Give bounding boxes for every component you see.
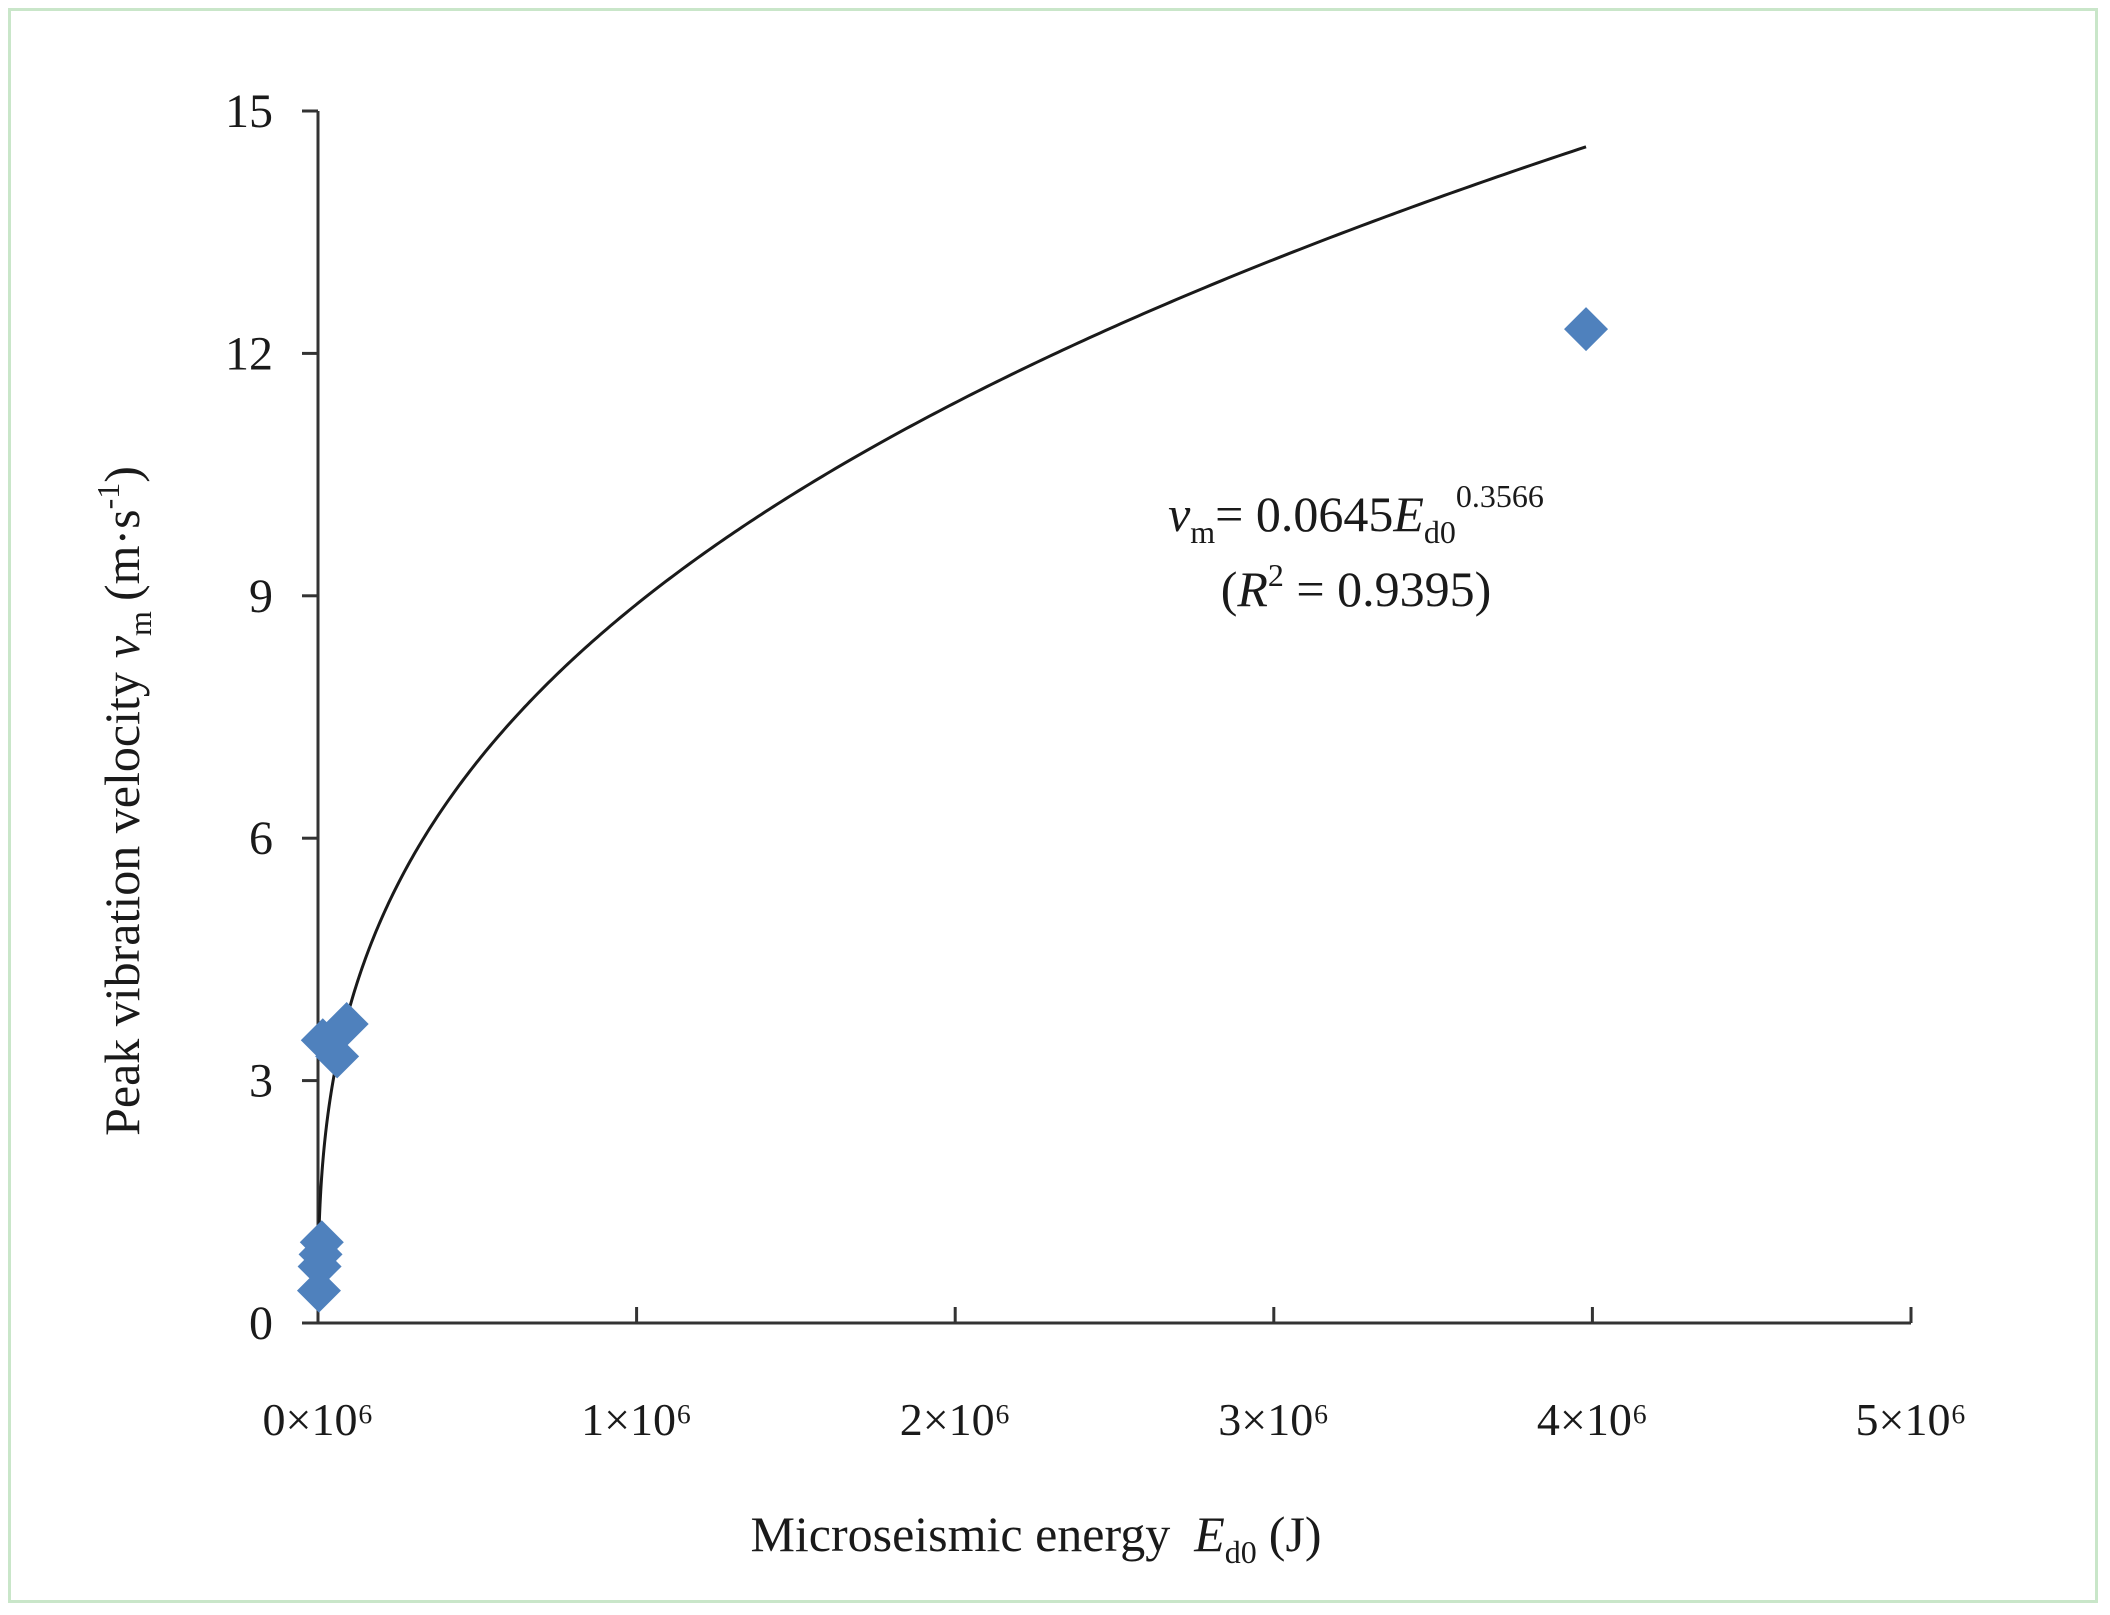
y-axis-title-var: v	[94, 635, 150, 658]
r2-sup: 2	[1268, 557, 1284, 593]
x-tick-label: 5×10⁶	[1856, 1394, 1967, 1445]
data-point	[296, 1268, 341, 1313]
power-fit-curve	[317, 145, 1587, 1233]
equation-base: E	[1392, 486, 1424, 542]
data-point	[315, 1034, 360, 1079]
y-axis-title-unit-sup: -1	[90, 483, 126, 510]
r2-var: R	[1236, 561, 1268, 617]
y-axis-title-unit-open: (m·s	[94, 509, 150, 601]
x-tick-label: 4×10⁶	[1537, 1394, 1648, 1445]
equation-base-sub: d0	[1424, 514, 1456, 550]
x-axis-title-var: E	[1193, 1506, 1225, 1562]
data-points	[296, 307, 1609, 1313]
y-tick-label: 15	[225, 85, 273, 138]
r-squared: (R2 = 0.9395)	[1221, 557, 1492, 617]
y-axis-title-sub: m	[122, 611, 158, 636]
y-axis-title-unit-close: )	[94, 466, 150, 483]
equation-var: v	[1168, 486, 1191, 542]
x-tick-label: 1×10⁶	[581, 1394, 692, 1445]
x-axis-title-main: Microseismic energy	[750, 1506, 1170, 1562]
x-tick-label: 3×10⁶	[1218, 1394, 1329, 1445]
y-tick-label: 12	[225, 327, 273, 380]
fit-equation: vm= 0.0645Ed00.3566	[1168, 478, 1544, 550]
x-ticks: 0×10⁶ 1×10⁶ 2×10⁶ 3×10⁶ 4×10⁶ 5×10⁶	[263, 1307, 1967, 1445]
x-axis-title-sub: d0	[1225, 1534, 1257, 1570]
r2-value: = 0.9395)	[1284, 561, 1491, 617]
y-tick-label: 0	[249, 1297, 273, 1350]
y-tick-label: 3	[249, 1055, 273, 1108]
x-tick-label: 0×10⁶	[263, 1394, 374, 1445]
y-axis-title: Peak vibration velocity vm (m·s-1)	[90, 466, 158, 1136]
figure-frame: 0 3 6 9 12 15 0×10⁶ 1×10⁶ 2×10⁶ 3×10⁶ 4×10⁶ 5×10⁶ …	[8, 8, 2098, 1603]
y-ticks: 0 3 6 9 12 15	[225, 85, 318, 1350]
r2-open: (	[1221, 561, 1238, 617]
data-point	[1564, 307, 1609, 352]
data-point	[299, 1220, 344, 1265]
x-axis-title-unit: (J)	[1269, 1506, 1322, 1562]
x-tick-label: 2×10⁶	[900, 1394, 1011, 1445]
axes	[316, 111, 1911, 1325]
y-axis-title-main: Peak vibration velocity	[94, 672, 150, 1136]
x-axis-title: Microseismic energy Ed0 (J)	[750, 1506, 1321, 1570]
equation-exponent: 0.3566	[1456, 478, 1544, 514]
y-tick-label: 9	[249, 570, 273, 623]
data-point	[324, 1002, 369, 1047]
equation-coef: = 0.0645	[1215, 486, 1393, 542]
y-tick-label: 6	[249, 812, 273, 865]
equation-var-sub: m	[1190, 514, 1215, 550]
